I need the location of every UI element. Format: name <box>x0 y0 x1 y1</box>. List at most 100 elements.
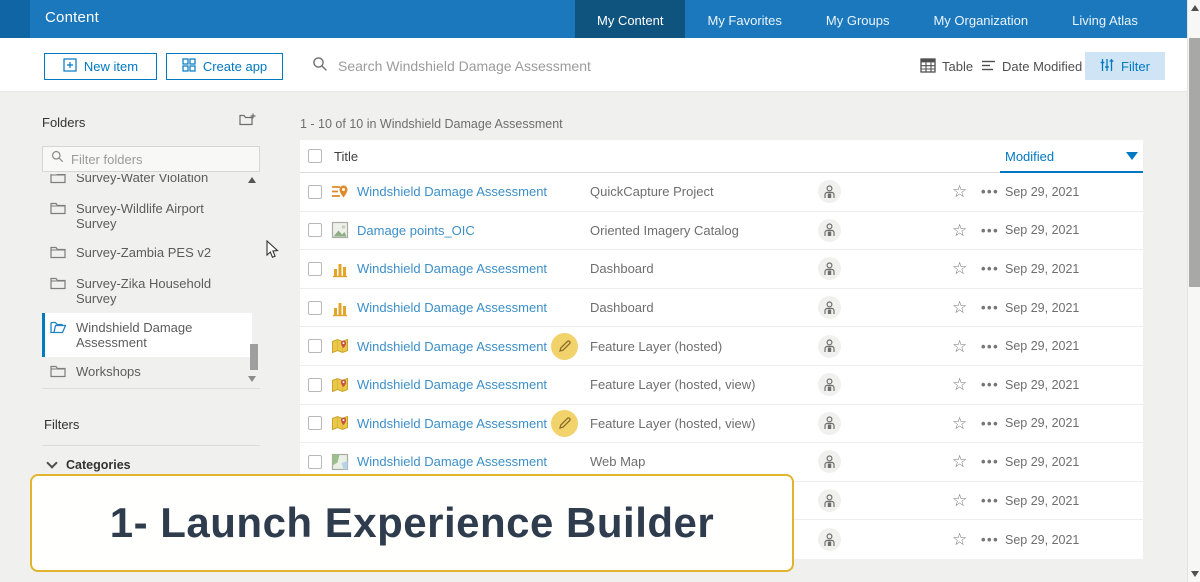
folder-label: Survey-Wildlife Airport Survey <box>76 201 204 231</box>
more-options-icon[interactable]: ••• <box>981 300 1000 316</box>
person-icon[interactable] <box>818 411 841 435</box>
sidebar-folder-survey-zika-household-survey[interactable]: Survey-Zika Household Survey <box>42 269 260 313</box>
more-options-icon[interactable]: ••• <box>981 454 1000 470</box>
person-icon[interactable] <box>818 257 841 281</box>
sidebar-folder-survey-wildlife-airport-survey[interactable]: Survey-Wildlife Airport Survey <box>42 194 260 238</box>
favorite-star-icon[interactable]: ☆ <box>952 413 968 433</box>
item-title-link[interactable]: Windshield Damage Assessment <box>357 184 548 200</box>
row-checkbox[interactable] <box>308 300 322 315</box>
person-icon[interactable] <box>818 450 841 474</box>
favorite-star-icon[interactable]: ☆ <box>952 259 968 279</box>
select-all-checkbox[interactable] <box>308 149 322 163</box>
favorite-star-icon[interactable]: ☆ <box>952 220 968 240</box>
favorite-star-icon[interactable]: ☆ <box>952 375 968 395</box>
more-options-icon[interactable]: ••• <box>981 184 1000 200</box>
tab-living-atlas[interactable]: Living Atlas <box>1072 12 1138 28</box>
item-title-link[interactable]: Windshield Damage Assessment <box>357 338 548 354</box>
quickcapture-icon <box>331 183 349 201</box>
modified-sort-indicator <box>1000 171 1143 173</box>
create-app-button[interactable]: Create app <box>166 53 283 80</box>
row-checkbox[interactable] <box>308 377 322 392</box>
folder-icon <box>50 276 66 293</box>
more-options-icon[interactable]: ••• <box>981 261 1000 277</box>
item-type: QuickCapture Project <box>590 184 714 200</box>
favorite-star-icon[interactable]: ☆ <box>952 452 968 472</box>
sidebar-folder-windshield-damage-assessment[interactable]: Windshield Damage Assessment <box>42 313 252 357</box>
person-icon[interactable] <box>818 489 841 513</box>
scroll-down-arrow-icon[interactable] <box>248 376 256 382</box>
item-title-link[interactable]: Windshield Damage Assessment <box>357 300 548 316</box>
favorite-star-icon[interactable]: ☆ <box>952 298 968 318</box>
more-options-icon[interactable]: ••• <box>981 415 1000 431</box>
row-checkbox[interactable] <box>308 184 322 199</box>
row-checkbox[interactable] <box>308 416 322 431</box>
modified-date: Sep 29, 2021 <box>1005 377 1080 392</box>
row-checkbox[interactable] <box>308 339 322 354</box>
tab-my-organization[interactable]: My Organization <box>933 12 1029 28</box>
table-header-row: Title Modified <box>300 140 1143 173</box>
folder-icon <box>50 364 66 381</box>
filter-label: Filter <box>1121 58 1150 74</box>
title-column-header[interactable]: Title <box>334 148 359 164</box>
sort-date-modified[interactable]: Date Modified <box>981 53 1082 80</box>
pencil-badge-icon <box>551 409 578 437</box>
more-options-icon[interactable]: ••• <box>981 493 1000 509</box>
item-type: Dashboard <box>590 261 654 277</box>
person-icon[interactable] <box>818 218 841 242</box>
filter-button[interactable]: Filter <box>1085 52 1165 80</box>
filter-folders-field[interactable] <box>42 146 260 172</box>
new-item-button[interactable]: New item <box>44 53 157 80</box>
folder-label: Survey-Water Violation <box>76 174 209 185</box>
folder-icon <box>50 174 66 187</box>
page-title: Content <box>45 9 99 26</box>
person-icon[interactable] <box>818 334 841 358</box>
favorite-star-icon[interactable]: ☆ <box>952 182 968 202</box>
categories-section-toggle[interactable]: Categories <box>46 457 260 472</box>
item-title-link[interactable]: Windshield Damage Assessment <box>357 415 548 431</box>
table-row: Windshield Damage Assessment Feature Laye… <box>300 327 1143 366</box>
sidebar-folder-survey-water-violation[interactable]: Survey-Water Violation <box>42 174 260 194</box>
scroll-down-arrow-icon[interactable] <box>1191 571 1199 577</box>
folder-list-scrollbar[interactable] <box>250 344 258 370</box>
sidebar-folder-workshops[interactable]: Workshops <box>42 357 260 386</box>
result-summary: 1 - 10 of 10 in Windshield Damage Assess… <box>300 117 563 131</box>
more-options-icon[interactable]: ••• <box>981 532 1000 548</box>
modified-date: Sep 29, 2021 <box>1005 416 1080 431</box>
item-type: Oriented Imagery Catalog <box>590 222 739 238</box>
table-view-toggle[interactable]: Table <box>920 53 973 80</box>
search-input[interactable] <box>338 53 758 79</box>
favorite-star-icon[interactable]: ☆ <box>952 491 968 511</box>
person-icon[interactable] <box>818 373 841 397</box>
filter-folders-input[interactable] <box>71 151 241 167</box>
item-title-link[interactable]: Windshield Damage Assessment <box>357 377 548 393</box>
row-checkbox[interactable] <box>308 454 322 469</box>
item-title-link[interactable]: Damage points_OIC <box>357 222 475 238</box>
scroll-up-arrow-icon[interactable] <box>248 177 256 183</box>
tab-my-groups[interactable]: My Groups <box>825 12 890 28</box>
scroll-up-arrow-icon[interactable] <box>1191 5 1199 11</box>
item-title-link[interactable]: Windshield Damage Assessment <box>357 261 548 277</box>
scrollbar-thumb[interactable] <box>1189 38 1200 287</box>
modified-column-header[interactable]: Modified <box>1005 148 1055 164</box>
modified-date: Sep 29, 2021 <box>1005 300 1080 315</box>
favorite-star-icon[interactable]: ☆ <box>952 530 968 550</box>
content-toolbar: New item Create app Table Date Modified … <box>0 38 1187 92</box>
page-scrollbar[interactable] <box>1187 0 1200 582</box>
person-icon[interactable] <box>818 528 841 552</box>
favorite-star-icon[interactable]: ☆ <box>952 336 968 356</box>
more-options-icon[interactable]: ••• <box>981 377 1000 393</box>
more-options-icon[interactable]: ••• <box>981 222 1000 238</box>
tab-my-favorites[interactable]: My Favorites <box>707 12 782 28</box>
sidebar-folder-survey-zambia-pes-v2[interactable]: Survey-Zambia PES v2 <box>42 238 260 269</box>
tab-my-content[interactable]: My Content <box>575 0 686 40</box>
more-options-icon[interactable]: ••• <box>981 338 1000 354</box>
new-folder-icon[interactable] <box>239 112 257 132</box>
table-icon <box>920 57 936 76</box>
row-checkbox[interactable] <box>308 261 322 276</box>
person-icon[interactable] <box>818 296 841 320</box>
folder-icon <box>50 201 66 218</box>
sort-caret-icon[interactable] <box>1126 152 1138 160</box>
row-checkbox[interactable] <box>308 223 322 238</box>
person-icon[interactable] <box>818 180 841 204</box>
item-title-link[interactable]: Windshield Damage Assessment <box>357 454 548 470</box>
